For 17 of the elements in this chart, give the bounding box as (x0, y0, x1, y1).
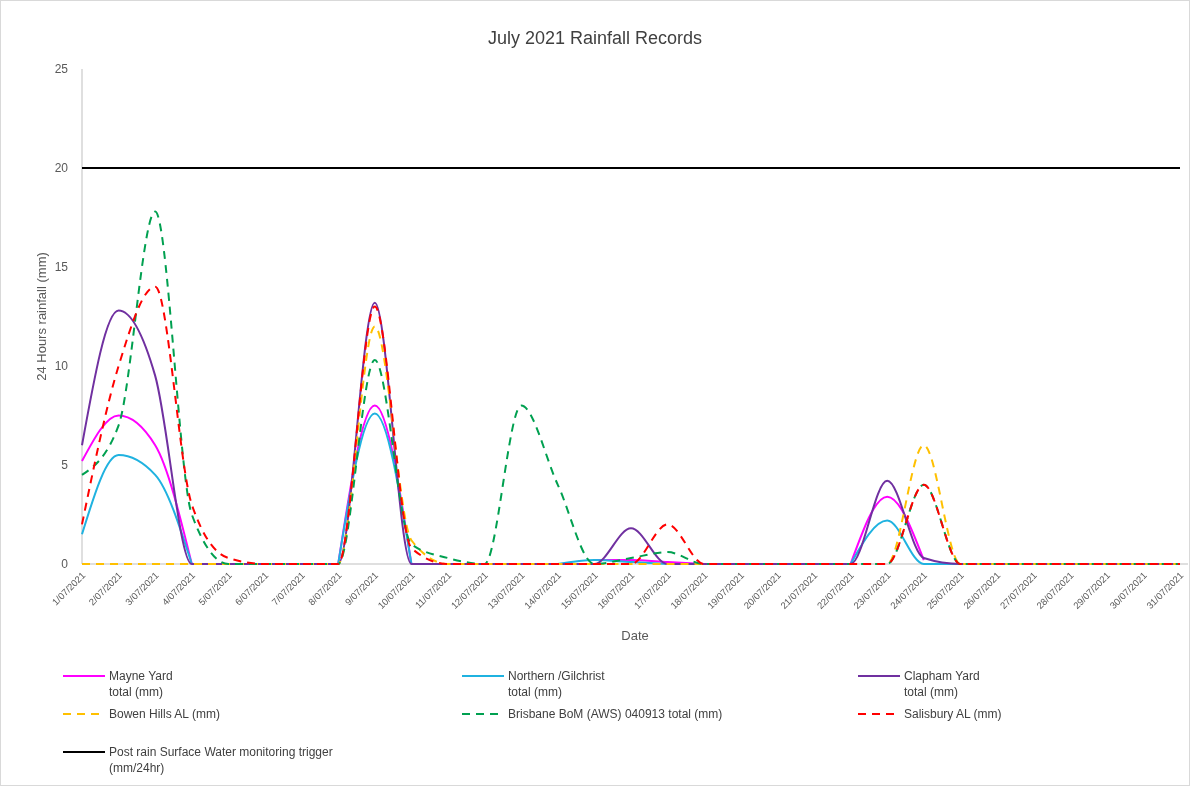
legend-label: Brisbane BoM (AWS) 040913 total (mm) (508, 707, 723, 721)
legend-label: Northern /Gilchrist total (mm) (508, 669, 606, 699)
y-axis-title: 24 Hours rainfall (mm) (34, 252, 49, 381)
chart-title: July 2021 Rainfall Records (487, 28, 703, 48)
y-tick-label: 10 (54, 359, 69, 373)
y-tick-label: 15 (54, 260, 69, 274)
legend-label: Clapham Yard total (mm) (904, 669, 980, 699)
legend-label: Bowen Hills AL (mm) (109, 707, 220, 721)
legend-label: Post rain Surface Water monitoring trigger (mm/24hr) (109, 745, 333, 775)
line-series (81, 210, 1181, 565)
y-tick-label: 0 (61, 557, 69, 571)
y-tick-label: 20 (54, 161, 69, 175)
y-tick-label: 25 (54, 62, 69, 76)
legend-label: Salisbury AL (mm) (904, 707, 1002, 721)
legend-label: Mayne Yard total (mm) (109, 669, 173, 699)
y-tick-label: 5 (61, 458, 69, 472)
x-axis-title: Date (621, 628, 649, 643)
